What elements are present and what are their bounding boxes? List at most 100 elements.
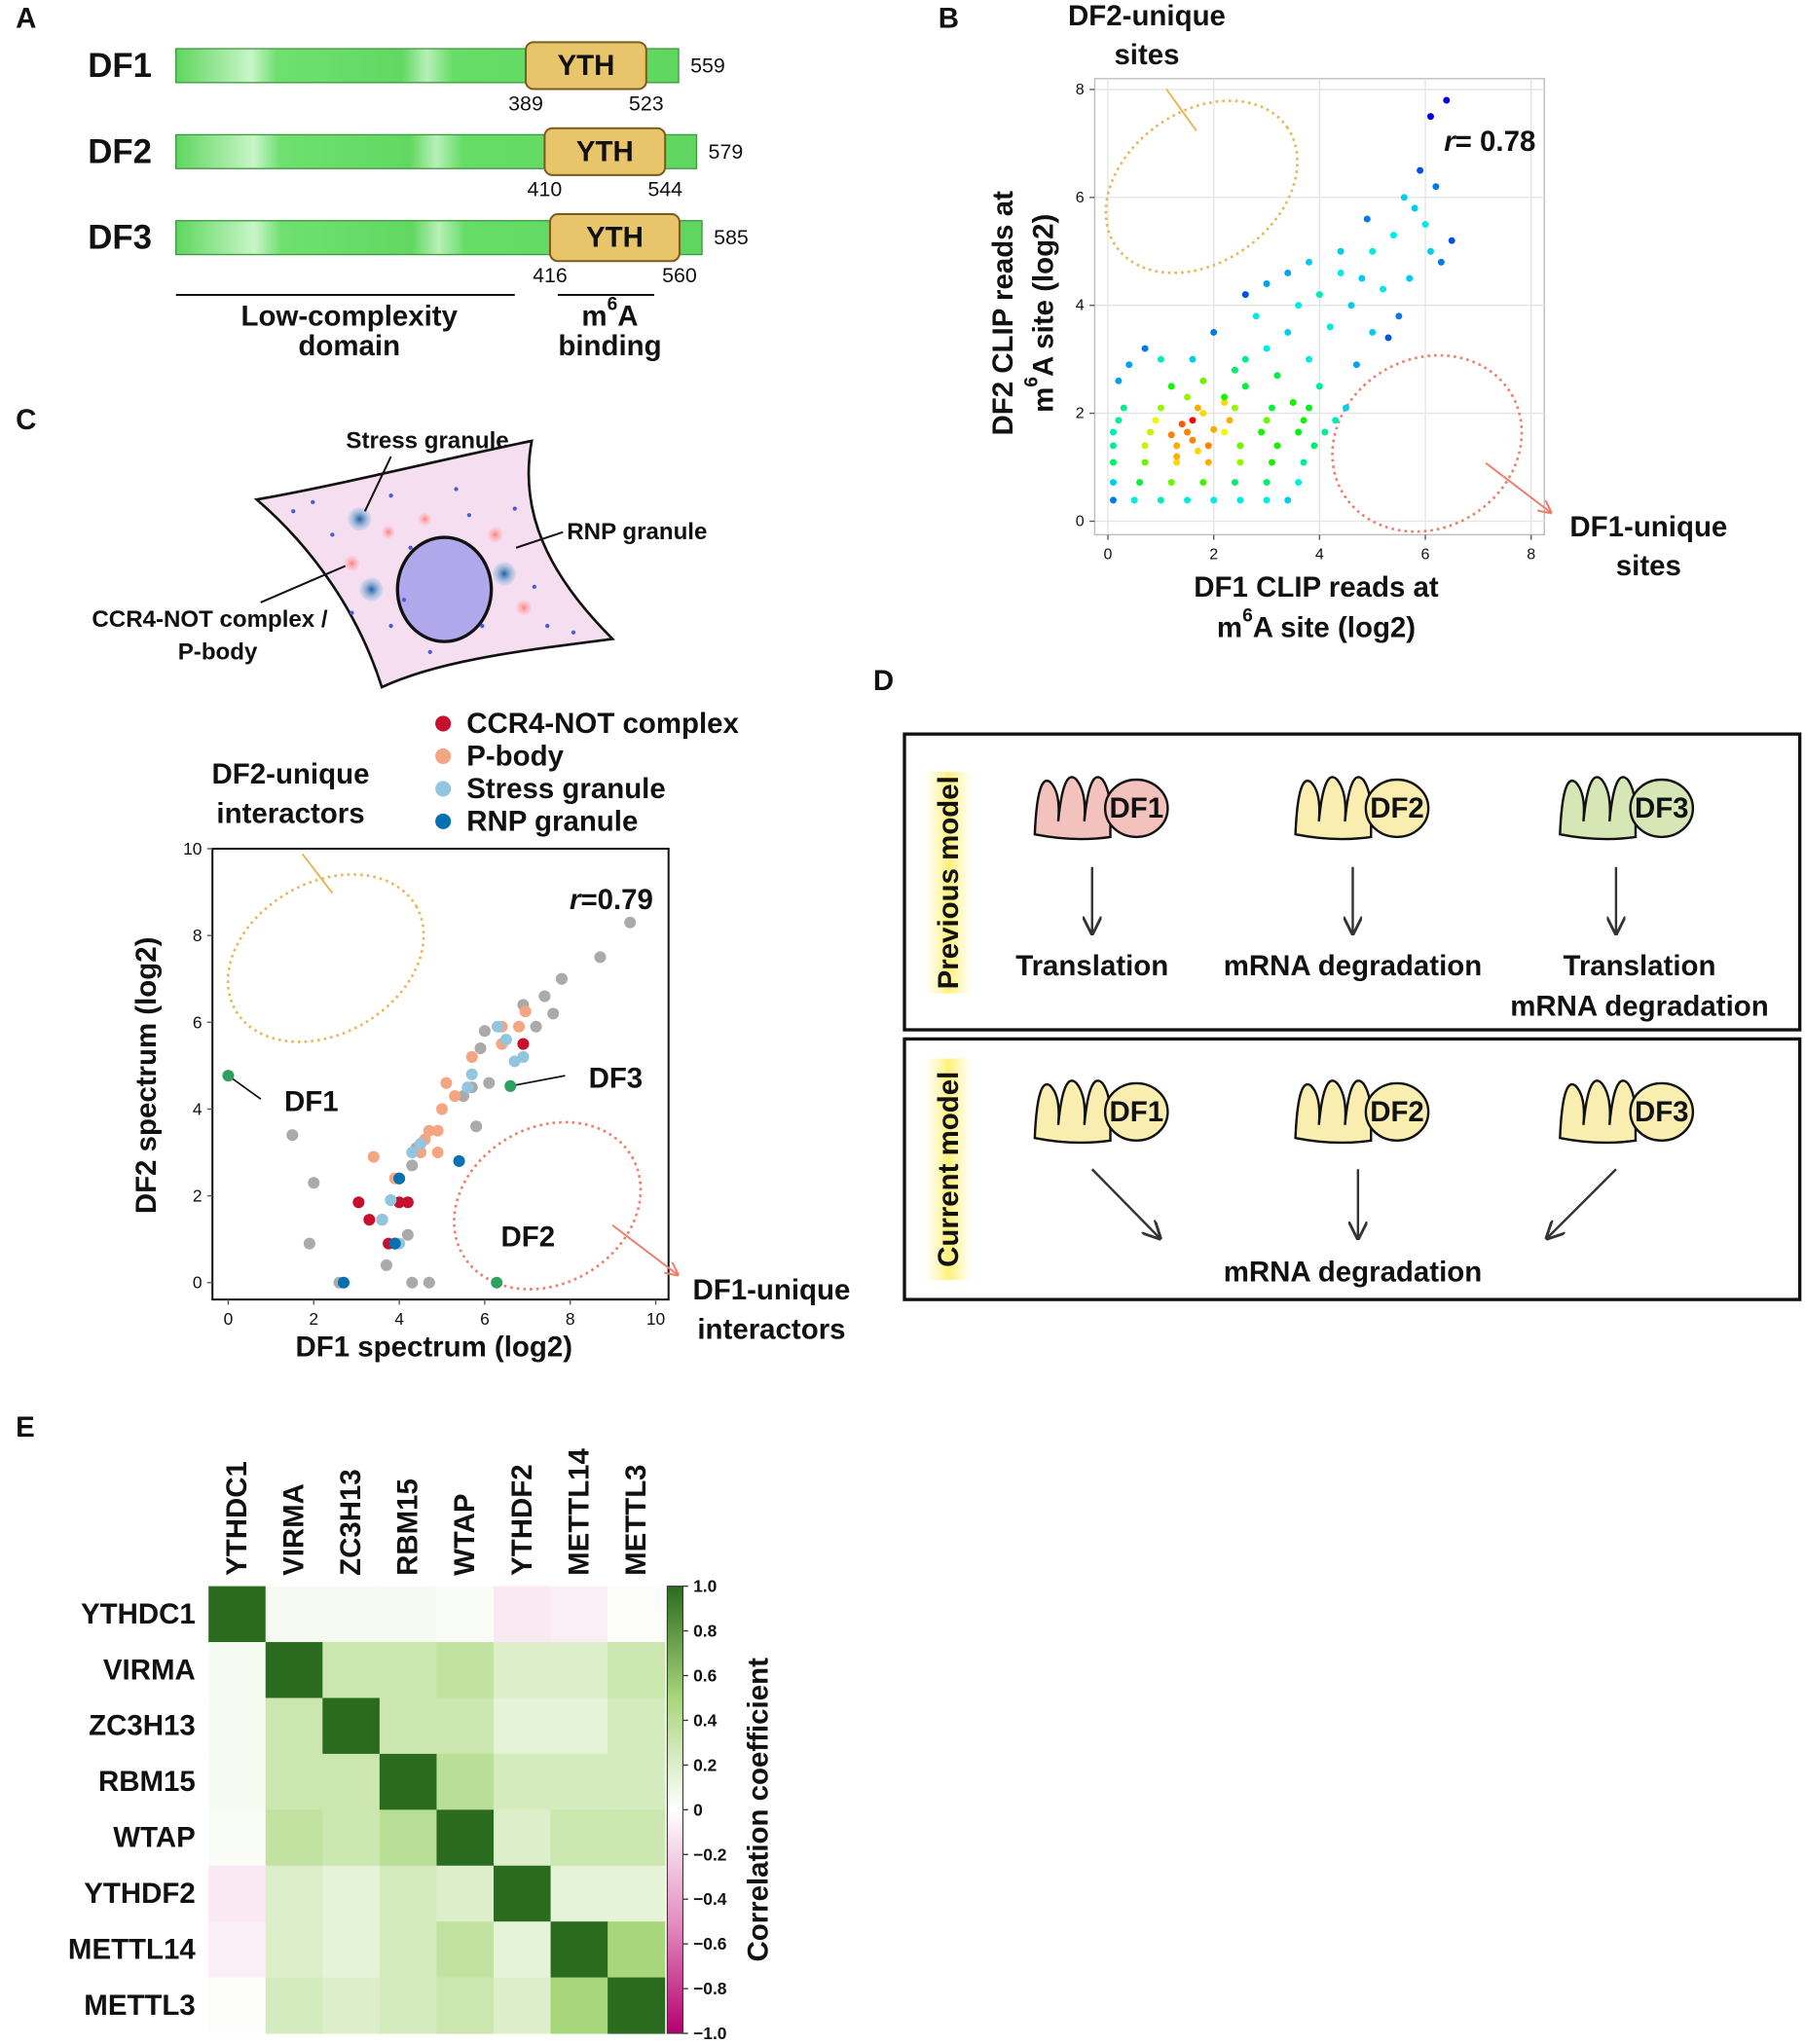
annotated-point <box>222 1070 235 1082</box>
point <box>1343 404 1350 412</box>
point <box>1141 458 1149 466</box>
y-axis-label: DF2 spectrum (log2) <box>129 937 162 1215</box>
x-axis-label-part: m <box>1217 611 1242 643</box>
point <box>1226 417 1234 424</box>
heatmap-cell <box>208 1586 267 1643</box>
row-label: ZC3H13 <box>89 1710 196 1742</box>
y-tick-label: 4 <box>193 1099 203 1118</box>
protein-head <box>1629 778 1695 839</box>
point <box>1432 183 1440 191</box>
length-label: 559 <box>690 54 725 77</box>
point <box>1241 355 1249 363</box>
row-label: YTHDC1 <box>81 1598 196 1630</box>
annotated-point <box>491 1276 503 1289</box>
column-label: METTL14 <box>563 1447 595 1575</box>
heatmap-cell <box>608 1809 666 1867</box>
cell-label: CCR4-NOT complex / <box>92 606 327 633</box>
point <box>1199 479 1207 487</box>
region-label-part: A <box>617 300 638 332</box>
leader-line <box>363 456 392 512</box>
region-label: binding <box>558 330 661 362</box>
x-tick-label: 2 <box>309 1309 318 1329</box>
colorbar-tick-label: −0.2 <box>693 1844 726 1864</box>
point <box>1369 328 1377 336</box>
protein-label: DF3 <box>1635 1096 1689 1128</box>
region-label: sites <box>1616 550 1681 582</box>
colorbar-tick-label: 0.2 <box>693 1755 717 1774</box>
colorbar-tick-label: −0.4 <box>693 1889 727 1909</box>
point <box>406 1146 419 1159</box>
colorbar-tick-label: 0 <box>693 1800 703 1819</box>
region-ellipse <box>1104 99 1299 274</box>
heatmap-cell <box>265 1642 323 1699</box>
region-arrow <box>301 853 334 894</box>
heatmap-cell <box>494 1865 552 1922</box>
p-body <box>487 527 503 543</box>
point <box>1389 232 1397 239</box>
protein-head <box>1103 778 1169 839</box>
heatmap-cell <box>550 1753 608 1810</box>
point <box>1284 269 1292 276</box>
annotation-label: DF3 <box>589 1062 644 1094</box>
heatmap-cell <box>322 1977 381 2034</box>
y-axis-label-part: 6 <box>1021 377 1042 387</box>
point <box>352 1196 365 1209</box>
point <box>303 1237 315 1250</box>
r-value: =0.79 <box>580 884 653 916</box>
annotated-point <box>504 1079 517 1092</box>
protein-tail <box>1559 776 1638 841</box>
point <box>401 1196 414 1209</box>
point <box>1141 442 1149 450</box>
x-axis-label: DF1 spectrum (log2) <box>295 1331 572 1363</box>
point <box>1167 431 1175 439</box>
yth-domain <box>543 127 667 176</box>
region-label: interactors <box>697 1313 845 1345</box>
outcome-label: mRNA degradation <box>1224 1257 1483 1289</box>
heatmap-cell <box>265 1921 323 1979</box>
point <box>461 1081 474 1094</box>
point <box>1384 334 1392 342</box>
region-label: sites <box>1114 39 1179 71</box>
point <box>1337 269 1345 276</box>
y-axis-label-group: DF2 CLIP reads at m6A site (log2) <box>987 191 1059 436</box>
point <box>1178 420 1186 428</box>
point <box>1306 258 1312 266</box>
point <box>1189 355 1197 363</box>
point <box>478 1025 491 1038</box>
point <box>406 1159 419 1172</box>
protein-label: DF3 <box>1635 792 1689 824</box>
point <box>492 1020 504 1033</box>
heatmap-cell <box>494 1697 552 1755</box>
x-tick-label: 0 <box>1104 545 1113 563</box>
heatmap-cell <box>494 1586 552 1643</box>
point <box>1210 496 1218 504</box>
point <box>1147 428 1154 436</box>
cell-diagram: Stress granule RNP granule CCR4-NOT comp… <box>92 427 707 689</box>
point <box>1221 428 1229 436</box>
point <box>1236 442 1244 450</box>
legend-label: Stress granule <box>466 773 666 805</box>
domain-end: 523 <box>629 91 664 115</box>
point <box>1395 312 1403 320</box>
domain-end: 544 <box>647 178 682 201</box>
heatmap-cell <box>436 1865 495 1922</box>
heatmap-cell <box>379 1753 437 1810</box>
point <box>470 1120 483 1133</box>
point <box>1136 479 1144 487</box>
point <box>1199 377 1207 384</box>
point <box>1199 410 1207 418</box>
arrow <box>1090 1168 1160 1238</box>
p-body <box>382 525 395 539</box>
point <box>415 1146 427 1159</box>
outcome-label: mRNA degradation <box>1224 950 1483 982</box>
heatmap-cell <box>208 1753 267 1810</box>
point <box>440 1077 453 1089</box>
heatmap-cell <box>436 1809 495 1867</box>
heatmap-cell <box>208 1697 267 1755</box>
heatmap-cell <box>322 1753 381 1810</box>
column-label: WTAP <box>449 1493 481 1575</box>
panel-label: E <box>16 1411 35 1443</box>
y-axis-label-part: DF2 CLIP reads at <box>987 191 1019 436</box>
point <box>1268 458 1275 466</box>
